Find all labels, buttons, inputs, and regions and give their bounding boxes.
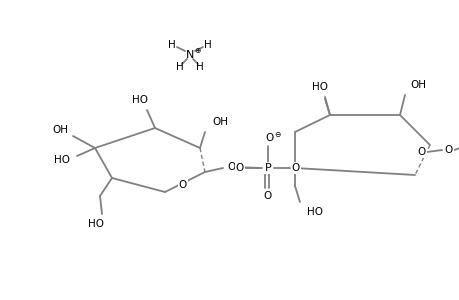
Text: O: O — [263, 191, 272, 201]
Text: H: H — [196, 62, 203, 72]
Text: OH: OH — [212, 117, 228, 127]
Text: N: N — [185, 50, 194, 60]
Text: O: O — [227, 162, 235, 172]
Text: ⊕: ⊕ — [193, 46, 200, 55]
Text: OH: OH — [409, 80, 425, 90]
Text: O: O — [235, 163, 244, 173]
Text: H: H — [204, 40, 212, 50]
Text: HO: HO — [311, 82, 327, 92]
Text: H: H — [168, 40, 175, 50]
Text: ⊖: ⊖ — [273, 130, 280, 139]
Text: O: O — [417, 147, 425, 157]
Text: H: H — [176, 62, 184, 72]
Text: HO: HO — [54, 155, 70, 165]
Text: HO: HO — [88, 219, 104, 229]
Text: O: O — [444, 145, 452, 155]
Text: OH: OH — [52, 125, 68, 135]
Text: O: O — [291, 163, 299, 173]
Text: HO: HO — [132, 95, 148, 105]
Text: O: O — [179, 180, 187, 190]
Text: HO: HO — [306, 207, 322, 217]
Text: P: P — [264, 163, 271, 173]
Text: O: O — [265, 133, 274, 143]
